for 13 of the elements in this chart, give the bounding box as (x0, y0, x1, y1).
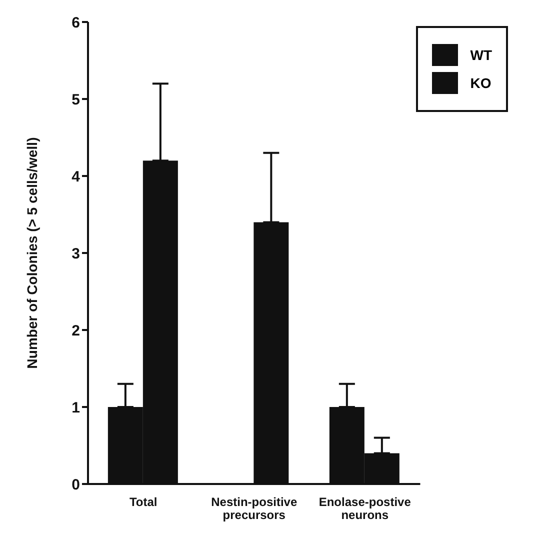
x-tick-label: Nestin-positive precursors (211, 495, 298, 522)
legend-label: WT (470, 47, 492, 63)
y-tick-label: 5 (72, 91, 80, 108)
y-tick-label: 2 (72, 322, 80, 340)
y-tick-label: 0 (72, 476, 80, 494)
y-tick-label: 1 (72, 399, 80, 416)
x-tick-label: Enolase-postive neurons (318, 495, 412, 522)
legend-label: KO (470, 75, 492, 91)
y-tick-label: 4 (72, 168, 81, 186)
y-tick-label: 3 (72, 245, 80, 262)
x-tick-label: Total (129, 495, 158, 509)
y-tick-label: 6 (72, 14, 80, 32)
y-axis-title: Number of Colonies (> 5 cells/well) (24, 137, 40, 369)
